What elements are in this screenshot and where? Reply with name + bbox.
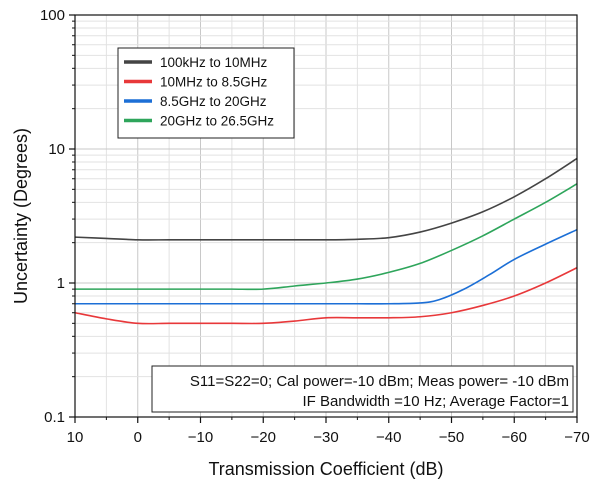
x-tick-label: −20 bbox=[251, 429, 276, 446]
x-tick-label: 10 bbox=[67, 429, 84, 446]
settings-note-line2: IF Bandwidth =10 Hz; Average Factor=1 bbox=[302, 393, 569, 410]
legend-label: 100kHz to 10MHz bbox=[160, 55, 268, 70]
x-tick-label: −10 bbox=[188, 429, 213, 446]
x-tick-label: −70 bbox=[564, 429, 589, 446]
settings-note-line1: S11=S22=0; Cal power=-10 dBm; Meas power… bbox=[190, 373, 569, 390]
series-line-3 bbox=[75, 228, 578, 305]
x-tick-label: −40 bbox=[376, 429, 401, 446]
x-tick-label: 0 bbox=[134, 429, 142, 446]
settings-note: S11=S22=0; Cal power=-10 dBm; Meas power… bbox=[151, 365, 574, 413]
x-tick-label: −30 bbox=[313, 429, 338, 446]
settings-note-box bbox=[151, 365, 574, 413]
legend-items: 100kHz to 10MHz 10MHz to 8.5GHz 8.5GHz to … bbox=[124, 55, 274, 129]
legend-label: 20GHz to 26.5GHz bbox=[160, 114, 274, 129]
y-tick-label: 0.1 bbox=[44, 409, 65, 426]
legend-label: 10MHz to 8.5GHz bbox=[160, 75, 268, 90]
legend-label: 8.5GHz to 20GHz bbox=[160, 94, 267, 109]
x-tick-label: −60 bbox=[502, 429, 527, 446]
y-axis-title: Uncertainty (Degrees) bbox=[11, 128, 31, 304]
series-line-2 bbox=[74, 267, 578, 325]
y-tick-label: 1 bbox=[57, 275, 65, 292]
y-tick-label: 10 bbox=[48, 141, 65, 158]
x-tick-label: −50 bbox=[439, 429, 464, 446]
series-line-1 bbox=[74, 157, 578, 241]
series-layer bbox=[74, 157, 578, 325]
series-line-4 bbox=[75, 183, 578, 291]
y-tick-label: 100 bbox=[40, 7, 65, 24]
legend: 100kHz to 10MHz 10MHz to 8.5GHz 8.5GHz to … bbox=[117, 47, 295, 139]
x-axis-title: Transmission Coefficient (dB) bbox=[208, 459, 443, 479]
